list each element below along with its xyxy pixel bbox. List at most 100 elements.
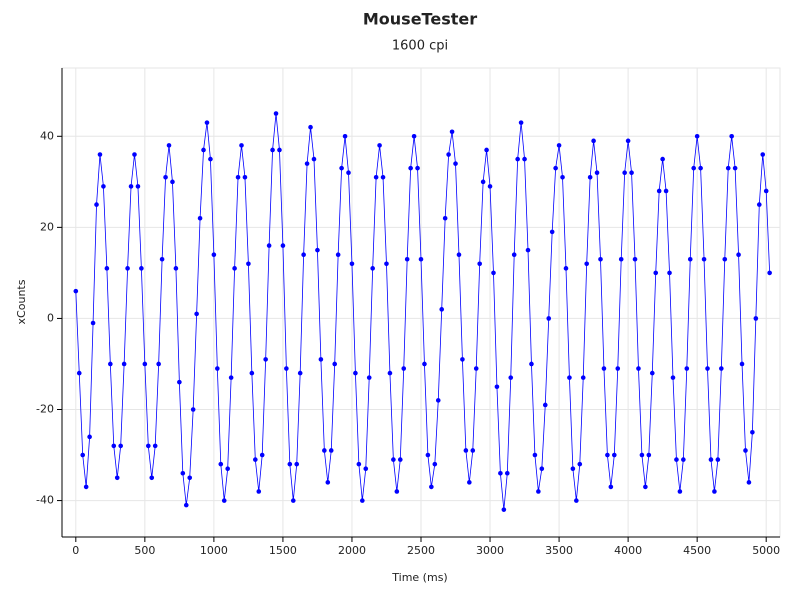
data-point: [663, 188, 669, 194]
data-point: [681, 457, 686, 462]
data-point: [135, 184, 141, 189]
data-point: [449, 129, 455, 135]
data-point: [643, 484, 648, 490]
x-tick-label: 3000: [476, 544, 504, 557]
data-point: [598, 256, 603, 262]
x-tick-label: 2500: [407, 544, 435, 557]
data-point: [308, 124, 313, 130]
data-point: [294, 461, 300, 467]
data-point: [446, 152, 451, 157]
data-point: [132, 152, 137, 157]
data-point: [346, 170, 351, 176]
x-tick-label: 1000: [200, 544, 228, 557]
data-point: [404, 256, 410, 262]
data-point: [629, 170, 634, 176]
data-point: [159, 256, 165, 262]
data-point: [322, 448, 327, 453]
data-point: [463, 448, 469, 453]
data-point: [225, 466, 230, 471]
x-tick-label: 4500: [683, 544, 711, 557]
data-point: [498, 470, 503, 476]
data-point: [111, 443, 117, 449]
data-point: [373, 174, 379, 180]
data-point: [522, 156, 527, 162]
data-point: [612, 452, 617, 458]
data-point: [215, 366, 220, 371]
data-point: [397, 457, 403, 462]
data-point: [194, 311, 199, 317]
series-line: [75, 113, 771, 510]
x-tick-label: 4000: [614, 544, 642, 557]
data-point: [470, 448, 476, 453]
data-point: [649, 370, 655, 376]
data-point: [656, 188, 662, 194]
data-point: [591, 138, 596, 144]
data-point: [567, 375, 572, 380]
data-point: [152, 443, 158, 449]
data-point: [118, 443, 123, 449]
data-point: [677, 489, 683, 494]
data-point: [408, 165, 413, 171]
chart-title: MouseTester: [363, 10, 477, 29]
data-point: [615, 366, 621, 371]
data-point: [708, 457, 714, 462]
data-point: [246, 261, 251, 267]
data-point: [670, 375, 676, 380]
data-point: [480, 179, 486, 185]
data-point: [90, 320, 96, 326]
data-point: [259, 452, 265, 458]
data-point: [587, 174, 593, 180]
data-point: [674, 457, 679, 462]
data-point: [525, 247, 531, 253]
y-tick-label: 20: [40, 220, 54, 233]
data-point: [577, 461, 583, 467]
x-tick-label: 500: [134, 544, 155, 557]
data-point: [532, 452, 538, 458]
data-point: [473, 366, 479, 371]
data-point: [280, 243, 286, 248]
data-point: [515, 156, 520, 162]
data-point: [701, 256, 707, 262]
data-point: [529, 361, 534, 367]
data-point: [97, 152, 103, 157]
data-point: [235, 174, 241, 180]
data-point: [460, 357, 465, 362]
data-point: [339, 165, 344, 171]
data-point: [201, 147, 206, 153]
data-point: [429, 484, 434, 490]
data-point: [104, 266, 110, 271]
data-point: [712, 489, 717, 494]
data-point: [353, 370, 358, 376]
data-point: [725, 165, 731, 171]
data-point: [277, 147, 282, 153]
data-point: [487, 184, 493, 189]
data-point: [325, 480, 331, 485]
x-tick-label: 1500: [269, 544, 297, 557]
data-point: [556, 143, 562, 148]
data-point: [125, 266, 130, 271]
data-point: [504, 470, 510, 476]
data-point: [263, 357, 268, 362]
data-point: [636, 366, 641, 371]
data-point: [76, 370, 82, 376]
data-point: [166, 143, 172, 148]
data-point: [605, 452, 610, 458]
data-point: [584, 261, 589, 267]
data-point: [290, 498, 296, 503]
data-point: [328, 448, 334, 453]
data-point: [377, 143, 382, 148]
data-point: [442, 215, 448, 221]
data-point: [187, 475, 193, 481]
data-point: [94, 202, 99, 207]
data-point: [83, 484, 89, 490]
data-point: [149, 475, 155, 481]
data-point: [694, 134, 700, 139]
data-point: [332, 361, 338, 367]
data-point: [660, 156, 665, 162]
data-point: [380, 174, 386, 180]
data-point: [732, 165, 738, 171]
data-point: [684, 366, 690, 371]
data-point: [360, 498, 365, 503]
data-point: [80, 452, 86, 458]
data-point: [763, 188, 769, 194]
